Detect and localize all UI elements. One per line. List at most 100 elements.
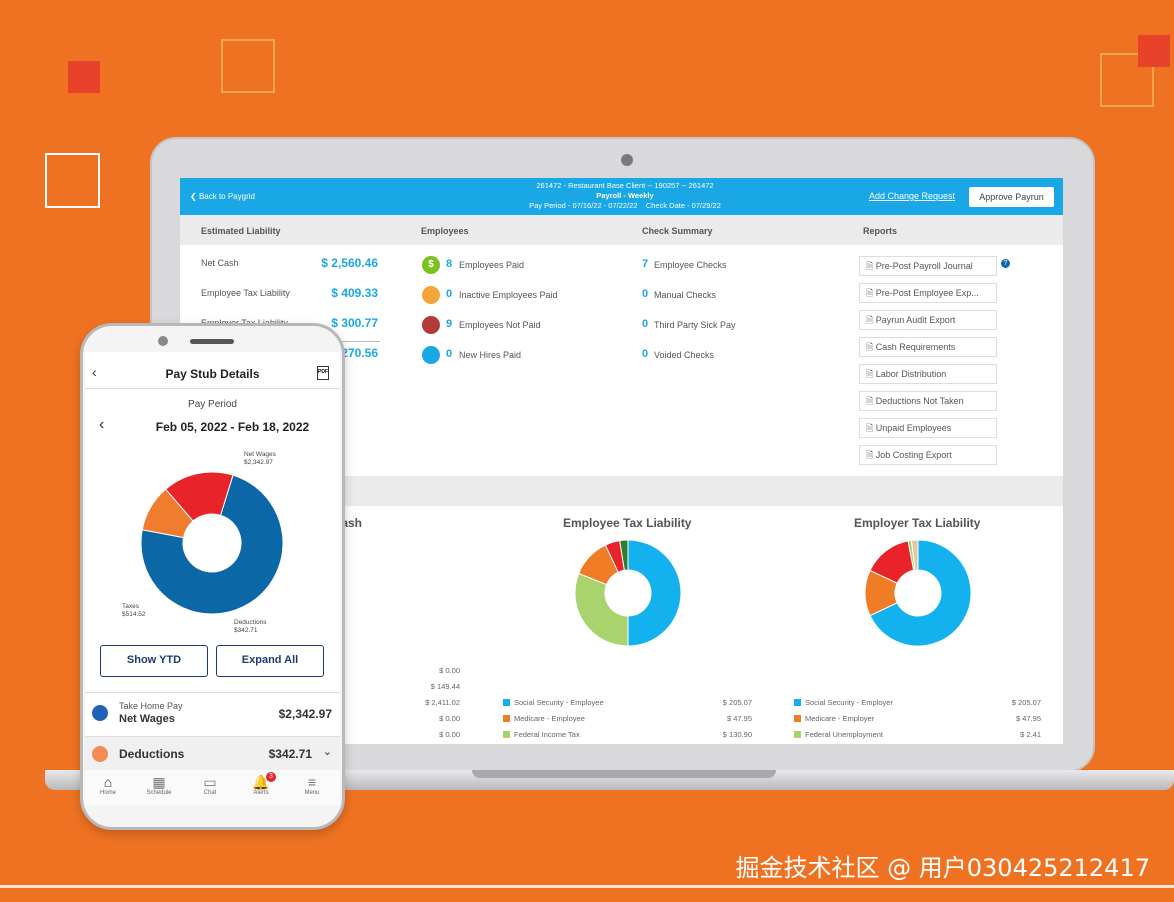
nav-alerts[interactable]: 🔔 Alerts — [241, 774, 281, 796]
legend-value: $ 2.41 — [1020, 730, 1041, 739]
nav-menu[interactable]: ≡ Menu — [292, 774, 332, 796]
report-button[interactable]: 🗎 Unpaid Employees — [859, 418, 997, 438]
legend-swatch — [794, 731, 801, 738]
nav-home[interactable]: ⌂ Home — [88, 774, 128, 796]
deco-square — [1138, 35, 1170, 67]
pay-donut — [140, 471, 284, 615]
liability-value: $ 2,560.46 — [321, 256, 378, 270]
legend-label: Medicare - Employer — [805, 714, 875, 723]
new-hire-icon — [422, 346, 440, 364]
bottom-nav: ⌂ Home ▦ Schedule ▭ Chat 🔔 Alerts ≡ Menu 3 — [85, 770, 340, 805]
legend-swatch — [503, 715, 510, 722]
legend-swatch — [503, 699, 510, 706]
deductions-dot — [92, 746, 108, 762]
alerts-badge: 3 — [266, 772, 276, 782]
donut-value: $514.52 — [122, 611, 146, 618]
donut-slice — [165, 471, 234, 522]
reports-heading: Reports — [863, 226, 898, 236]
deductions-label: Deductions $342.71 — [234, 619, 267, 635]
report-button[interactable]: 🗎 Labor Distribution — [859, 364, 997, 384]
donut-label: Deductions — [234, 619, 267, 626]
donut-slice — [869, 539, 972, 647]
laptop-notch — [472, 770, 776, 778]
help-icon[interactable]: ? — [1001, 259, 1010, 268]
liability-value: $ 300.77 — [331, 316, 378, 330]
employee-count[interactable]: 9 — [446, 318, 453, 330]
home-icon: ⌂ — [103, 774, 113, 790]
liability-divider — [320, 341, 380, 342]
report-label: Labor Distribution — [875, 369, 947, 379]
report-label: Pre-Post Payroll Journal — [875, 261, 973, 271]
report-button[interactable]: 🗎 Payrun Audit Export — [859, 310, 997, 330]
legend-label: Medicare - Employee — [514, 714, 585, 723]
liability-value: $ 409.33 — [331, 286, 378, 300]
deductions-label: Deductions — [119, 747, 185, 761]
nav-schedule[interactable]: ▦ Schedule — [139, 774, 179, 796]
employee-count[interactable]: 8 — [446, 258, 453, 270]
document-icon: 🗎 — [866, 288, 874, 298]
back-chevron-icon[interactable]: ‹ — [92, 364, 97, 380]
net-cash-value: $ 0.00 — [439, 730, 460, 739]
check-count[interactable]: 7 — [642, 258, 649, 270]
report-button[interactable]: 🗎 Cash Requirements — [859, 337, 997, 357]
report-label: Cash Requirements — [875, 342, 956, 352]
document-icon: 🗎 — [866, 396, 874, 406]
employee-stat-label: Employees Not Paid — [459, 320, 541, 330]
dollar-icon: $ — [422, 256, 440, 274]
document-icon: 🗎 — [866, 369, 874, 379]
nav-chat[interactable]: ▭ Chat — [190, 774, 230, 796]
header-bar: ❮ Back to Paygrid 261472 - Restaurant Ba… — [180, 178, 1063, 215]
liability-heading: Estimated Liability — [201, 226, 281, 236]
deductions-row[interactable]: Deductions $342.71 ⌄ — [85, 736, 340, 770]
report-button[interactable]: 🗎 Job Costing Export — [859, 445, 997, 465]
report-button[interactable]: 🗎 Pre-Post Employee Exp... — [859, 283, 997, 303]
inactive-user-icon — [422, 286, 440, 304]
legend-value: $ 205.07 — [1011, 698, 1041, 707]
back-to-paygrid-link[interactable]: ❮ Back to Paygrid — [190, 192, 255, 201]
payroll-type: Payroll - Weekly — [596, 191, 654, 200]
report-button[interactable]: 🗎 Pre-Post Payroll Journal — [859, 256, 997, 276]
prohibited-icon — [422, 316, 440, 334]
check-count[interactable]: 0 — [642, 348, 649, 360]
donut-slice — [627, 539, 682, 647]
legend-value: $ 47.95 — [726, 714, 752, 723]
check-count[interactable]: 0 — [642, 318, 649, 330]
liability-label: Employee Tax Liability — [201, 288, 290, 298]
report-label: Payrun Audit Export — [875, 315, 956, 325]
expand-chevron-icon[interactable]: ⌄ — [322, 746, 332, 758]
document-icon: 🗎 — [866, 261, 874, 271]
taxes-label: Taxes $514.52 — [122, 603, 146, 619]
charts-svg — [344, 539, 972, 647]
nav-label: Chat — [203, 790, 217, 796]
check-label: Voided Checks — [654, 350, 715, 360]
pdf-icon[interactable]: PDF — [317, 366, 329, 380]
report-button[interactable]: 🗎 Deductions Not Taken — [859, 391, 997, 411]
show-ytd-button[interactable]: Show YTD — [100, 645, 208, 677]
net-wages-value: $2,342.97 — [278, 707, 332, 721]
check-count[interactable]: 0 — [642, 288, 649, 300]
add-change-request-link[interactable]: Add Change Request — [869, 191, 956, 201]
legend-item: Federal Income Tax — [503, 730, 580, 739]
take-home-label: Take Home Pay — [119, 701, 183, 711]
net-wages-row[interactable]: Take Home Pay Net Wages $2,342.97 — [85, 693, 340, 735]
report-label: Unpaid Employees — [875, 423, 952, 433]
expand-all-button[interactable]: Expand All — [216, 645, 324, 677]
report-label: Pre-Post Employee Exp... — [875, 288, 979, 298]
legend-value: $ 130.90 — [722, 730, 752, 739]
donut-value: $342.71 — [234, 627, 258, 634]
client-name: 261472 - Restaurant Base Client -- 19025… — [536, 181, 714, 190]
legend-label: Social Security - Employer — [805, 698, 893, 707]
nav-label: Alerts — [253, 790, 269, 796]
check-label: Employee Checks — [654, 260, 727, 270]
net-wages-label: Net Wages $2,342.97 — [244, 451, 276, 467]
employee-count[interactable]: 0 — [446, 288, 453, 300]
prev-period-chevron-icon[interactable]: ‹ — [99, 416, 105, 433]
donut-slice — [140, 474, 284, 615]
employee-count[interactable]: 0 — [446, 348, 453, 360]
legend-swatch — [503, 731, 510, 738]
document-icon: 🗎 — [866, 342, 874, 352]
phone-speaker — [190, 339, 234, 344]
legend-item: Medicare - Employee — [503, 714, 585, 723]
employee-stat-label: Inactive Employees Paid — [459, 290, 558, 300]
approve-payrun-button[interactable]: Approve Payrun — [969, 187, 1054, 207]
